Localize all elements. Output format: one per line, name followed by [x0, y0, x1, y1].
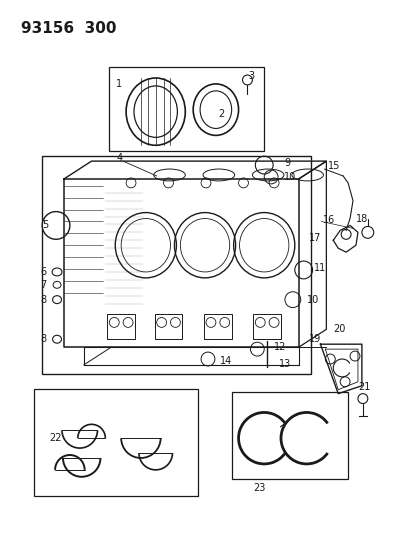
Ellipse shape: [52, 296, 62, 304]
Text: 3: 3: [248, 71, 254, 81]
Text: 8: 8: [40, 295, 46, 305]
Text: 9: 9: [283, 158, 290, 168]
Text: 18: 18: [355, 214, 367, 223]
Text: 10: 10: [306, 295, 318, 305]
Text: 12: 12: [273, 342, 286, 352]
Text: 17: 17: [308, 233, 320, 243]
Text: 14: 14: [219, 356, 232, 366]
Text: 4: 4: [116, 153, 122, 163]
Text: 13: 13: [278, 359, 291, 369]
Bar: [34, 389, 198, 496]
Text: 5: 5: [42, 221, 48, 230]
Bar: [204, 314, 231, 339]
Text: 10: 10: [283, 172, 295, 182]
Text: 2: 2: [218, 109, 224, 119]
Ellipse shape: [52, 268, 62, 276]
Bar: [109, 67, 263, 151]
Text: 23: 23: [252, 483, 265, 492]
Ellipse shape: [53, 281, 61, 288]
Text: 11: 11: [313, 263, 325, 273]
Text: 21: 21: [357, 382, 369, 392]
Text: 6: 6: [40, 267, 46, 277]
Text: 19: 19: [308, 334, 320, 344]
Text: 7: 7: [40, 280, 46, 290]
Text: 93156  300: 93156 300: [21, 21, 116, 36]
Bar: [107, 314, 135, 339]
Bar: [253, 314, 280, 339]
Bar: [231, 392, 347, 479]
Text: 22: 22: [49, 433, 62, 443]
Text: 8: 8: [40, 334, 46, 344]
Bar: [42, 156, 310, 374]
Text: 16: 16: [323, 215, 335, 225]
Ellipse shape: [52, 335, 62, 343]
Text: 20: 20: [332, 325, 345, 334]
Bar: [154, 314, 182, 339]
Circle shape: [42, 212, 70, 239]
Text: 1: 1: [116, 79, 122, 89]
Text: 15: 15: [328, 161, 340, 171]
